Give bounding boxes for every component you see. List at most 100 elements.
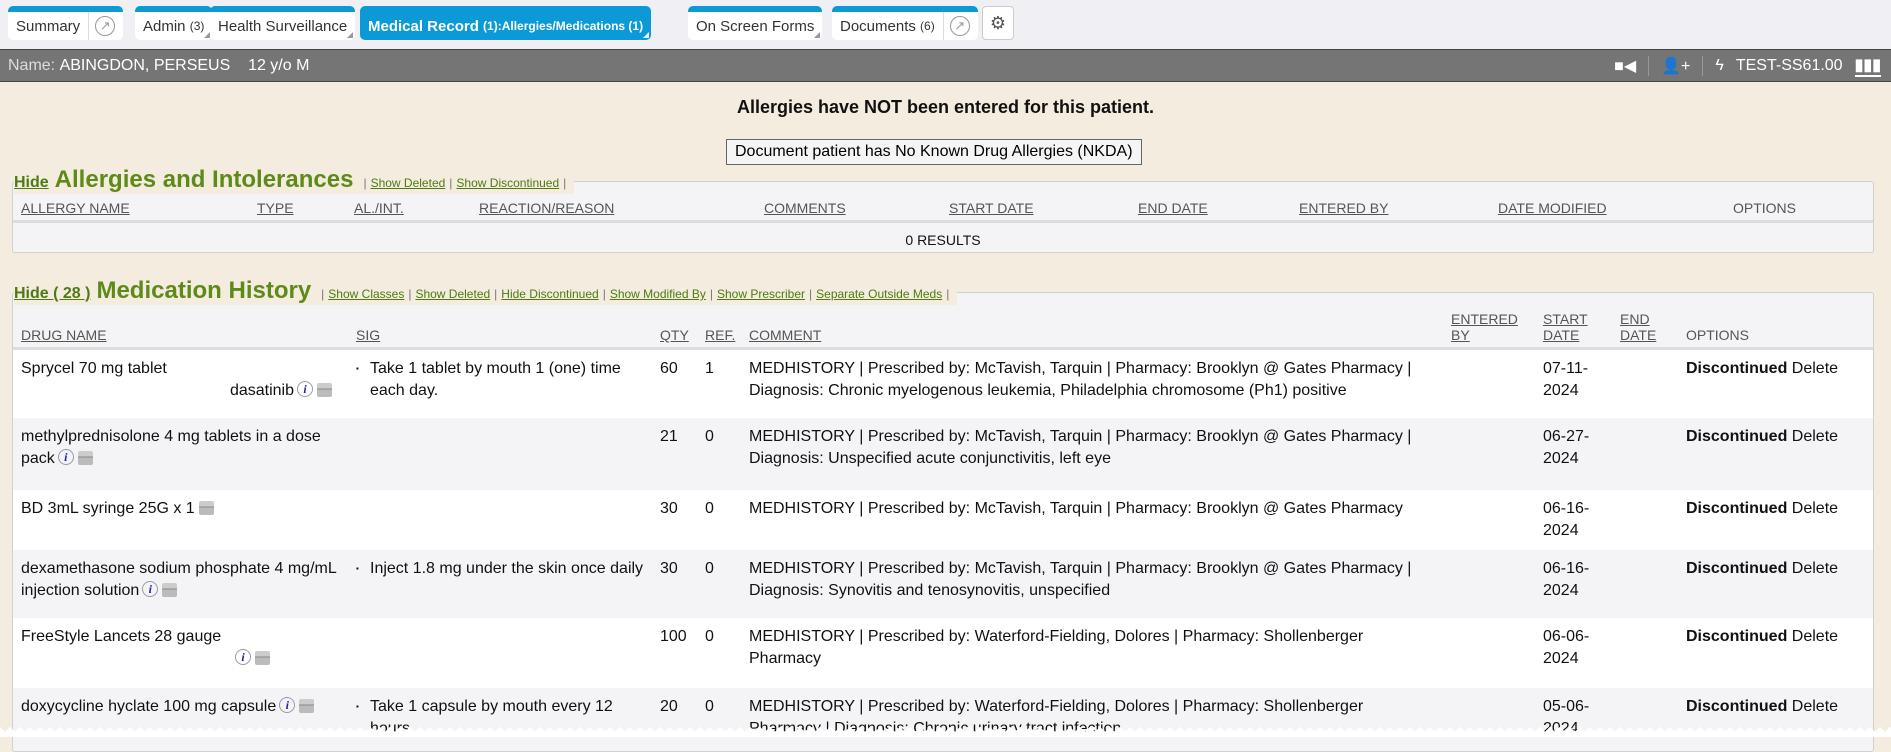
col-drug-name[interactable]: DRUG NAME bbox=[13, 307, 348, 349]
delete-link[interactable]: Delete bbox=[1792, 560, 1838, 577]
qty: 60 bbox=[652, 349, 697, 418]
info-icon[interactable]: i bbox=[58, 449, 74, 465]
print-icon[interactable] bbox=[78, 451, 93, 465]
discontinued-link[interactable]: Discontinued bbox=[1686, 500, 1787, 517]
patient-bar: Name: ABINGDON, PERSEUS 12 y/o M ■◀ 👤+ ϟ… bbox=[0, 49, 1891, 82]
comment: MEDHISTORY | Prescribed by: McTavish, Ta… bbox=[741, 418, 1443, 490]
info-icon[interactable]: i bbox=[235, 649, 251, 665]
col-comment[interactable]: COMMENT bbox=[741, 307, 1443, 349]
divider bbox=[560, 181, 1870, 182]
allergies-legend: Hide Allergies and Intolerances |Show De… bbox=[14, 166, 574, 194]
show-discontinued-link[interactable]: Show Discontinued bbox=[456, 176, 559, 190]
refills: 0 bbox=[697, 490, 741, 550]
patient-age-sex: 12 y/o M bbox=[248, 57, 309, 75]
medication-legend: Hide ( 28 ) Medication History |Show Cla… bbox=[14, 277, 957, 305]
tab-admin[interactable]: Admin (3) bbox=[135, 6, 212, 40]
discontinued-link[interactable]: Discontinued bbox=[1686, 360, 1787, 377]
add-user-icon[interactable]: 👤+ bbox=[1661, 56, 1690, 76]
tab-medical-record[interactable]: Medical Record (1):Allergies/Medications… bbox=[360, 6, 651, 40]
delete-link[interactable]: Delete bbox=[1792, 360, 1838, 377]
col-ref[interactable]: REF. bbox=[697, 307, 741, 349]
info-icon[interactable]: i bbox=[279, 697, 295, 713]
torn-edge bbox=[0, 727, 1891, 737]
col-date-modified[interactable]: DATE MODIFIED bbox=[1490, 196, 1725, 222]
comment: MEDHISTORY | Prescribed by: McTavish, Ta… bbox=[741, 490, 1443, 550]
comment: MEDHISTORY | Prescribed by: Waterford-Fi… bbox=[741, 618, 1443, 688]
end-date bbox=[1612, 418, 1678, 490]
start-date: 06-27-2024 bbox=[1535, 418, 1612, 490]
end-date bbox=[1612, 490, 1678, 550]
drug-name: doxycycline hyclate 100 mg capsule bbox=[21, 698, 276, 715]
section-title: Allergies and Intolerances bbox=[55, 166, 354, 194]
entered-by bbox=[1443, 349, 1535, 418]
entered-by bbox=[1443, 688, 1535, 752]
col-al-int[interactable]: AL./INT. bbox=[346, 196, 471, 222]
divider bbox=[960, 292, 1870, 293]
print-icon[interactable] bbox=[299, 699, 314, 713]
video-camera-icon[interactable]: ■◀ bbox=[1614, 56, 1636, 76]
tab-count: (1):Allergies/Medications (1) bbox=[483, 19, 643, 33]
tab-label: Health Surveillance bbox=[218, 18, 347, 35]
discontinued-link[interactable]: Discontinued bbox=[1686, 698, 1787, 715]
print-icon[interactable] bbox=[255, 651, 270, 665]
start-date: 06-06-2024 bbox=[1535, 618, 1612, 688]
col-type[interactable]: TYPE bbox=[249, 196, 346, 222]
col-qty[interactable]: QTY bbox=[652, 307, 697, 349]
print-icon[interactable] bbox=[199, 501, 214, 515]
print-icon[interactable] bbox=[317, 383, 332, 397]
col-entered-by[interactable]: ENTERED BY bbox=[1291, 196, 1490, 222]
tab-documents[interactable]: Documents (6)↗ bbox=[832, 6, 978, 40]
col-comments[interactable]: COMMENTS bbox=[756, 196, 941, 222]
entered-by bbox=[1443, 418, 1535, 490]
refills: 0 bbox=[697, 688, 741, 752]
show-classes-link[interactable]: Show Classes bbox=[328, 287, 404, 301]
tab-health-surveillance[interactable]: Health Surveillance bbox=[210, 6, 355, 40]
drug-name: dexamethasone sodium phosphate 4 mg/mL i… bbox=[21, 560, 336, 599]
tab-summary[interactable]: Summary↗ bbox=[8, 6, 123, 40]
info-icon[interactable]: i bbox=[297, 381, 313, 397]
col-sig[interactable]: SIG bbox=[348, 307, 652, 349]
discontinued-link[interactable]: Discontinued bbox=[1686, 560, 1787, 577]
delete-link[interactable]: Delete bbox=[1792, 698, 1838, 715]
col-reaction[interactable]: REACTION/REASON bbox=[471, 196, 756, 222]
end-date bbox=[1612, 349, 1678, 418]
show-modified-by-link[interactable]: Show Modified By bbox=[610, 287, 706, 301]
hide-medications-link[interactable]: Hide ( 28 ) bbox=[14, 285, 90, 303]
nkda-button[interactable]: Document patient has No Known Drug Aller… bbox=[726, 139, 1142, 165]
show-deleted-link[interactable]: Show Deleted bbox=[371, 176, 446, 190]
discontinued-link[interactable]: Discontinued bbox=[1686, 428, 1787, 445]
open-external-icon[interactable]: ↗ bbox=[88, 12, 115, 40]
discontinued-link[interactable]: Discontinued bbox=[1686, 628, 1787, 645]
tab-on-screen-forms[interactable]: On Screen Forms bbox=[688, 6, 822, 40]
delete-link[interactable]: Delete bbox=[1792, 500, 1838, 517]
col-start-date[interactable]: START DATE bbox=[941, 196, 1130, 222]
drug-name: FreeStyle Lancets 28 gauge bbox=[21, 626, 340, 648]
bar-chart-icon[interactable]: ▮▮▮ bbox=[1855, 55, 1881, 77]
delete-link[interactable]: Delete bbox=[1792, 628, 1838, 645]
info-icon[interactable]: i bbox=[142, 581, 158, 597]
divider bbox=[1702, 56, 1703, 76]
comment: MEDHISTORY | Prescribed by: Waterford-Fi… bbox=[741, 688, 1443, 752]
open-external-icon[interactable]: ↗ bbox=[943, 12, 970, 40]
print-icon[interactable] bbox=[162, 583, 177, 597]
end-date bbox=[1612, 550, 1678, 618]
separate-outside-meds-link[interactable]: Separate Outside Meds bbox=[816, 287, 942, 301]
hide-discontinued-link[interactable]: Hide Discontinued bbox=[501, 287, 598, 301]
delete-link[interactable]: Delete bbox=[1792, 428, 1838, 445]
divider bbox=[1648, 56, 1649, 76]
show-deleted-link[interactable]: Show Deleted bbox=[415, 287, 490, 301]
gears-icon: ⚙ bbox=[990, 13, 1006, 34]
settings-gears-button[interactable]: ⚙ bbox=[982, 6, 1014, 40]
col-end-date[interactable]: END DATE bbox=[1130, 196, 1291, 222]
col-allergy-name[interactable]: ALLERGY NAME bbox=[13, 196, 249, 222]
lightning-icon[interactable]: ϟ bbox=[1715, 57, 1723, 75]
drug-name: BD 3mL syringe 25G x 1 bbox=[21, 500, 195, 517]
medication-row: doxycycline hyclate 100 mg capsuleiTake … bbox=[13, 688, 1873, 752]
hide-allergies-link[interactable]: Hide bbox=[14, 174, 49, 192]
show-prescriber-link[interactable]: Show Prescriber bbox=[717, 287, 805, 301]
